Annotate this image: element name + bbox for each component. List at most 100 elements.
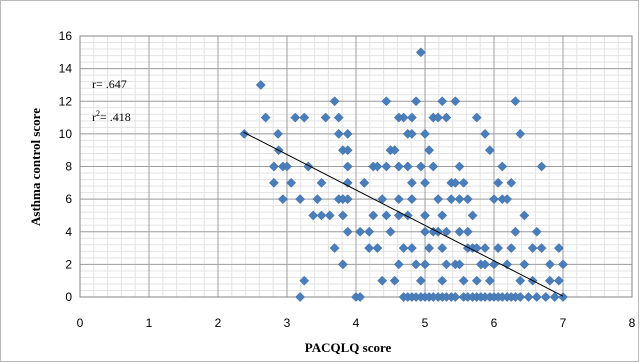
data-point	[337, 210, 348, 221]
data-point	[467, 210, 478, 221]
y-tick-label: 8	[65, 160, 72, 174]
data-point	[290, 112, 301, 123]
data-point	[286, 177, 297, 188]
data-point	[480, 128, 490, 139]
data-point	[544, 275, 555, 286]
r2-superscript: 2	[96, 109, 100, 118]
data-point	[364, 226, 375, 237]
r2-annotation: r2= .418	[92, 109, 131, 124]
data-point	[510, 96, 521, 107]
data-point	[299, 112, 310, 123]
data-point	[381, 161, 392, 172]
data-point	[377, 275, 388, 286]
data-point	[480, 259, 490, 270]
data-point	[381, 96, 392, 107]
data-point	[480, 243, 490, 254]
x-tick-label: 8	[629, 316, 636, 330]
data-point	[393, 194, 404, 205]
data-point	[484, 275, 495, 286]
data-point	[558, 259, 568, 270]
data-point	[437, 275, 448, 286]
x-tick-label: 5	[422, 316, 429, 330]
data-point	[268, 177, 279, 188]
data-point	[420, 128, 430, 139]
data-point	[493, 243, 504, 254]
data-point	[462, 194, 473, 205]
data-point	[364, 243, 375, 254]
data-point	[415, 161, 426, 172]
data-point	[420, 226, 430, 237]
data-point	[372, 243, 383, 254]
data-point	[454, 226, 465, 237]
y-tick-label: 0	[65, 290, 72, 304]
data-point	[389, 145, 400, 156]
data-point	[471, 112, 482, 123]
data-point	[333, 128, 344, 139]
y-tick-label: 2	[65, 257, 72, 271]
data-point	[273, 128, 283, 139]
y-tick-label: 14	[59, 62, 73, 76]
data-point	[471, 275, 482, 286]
r-annotation: r= .647	[92, 77, 127, 91]
data-point	[308, 210, 319, 221]
data-point	[424, 243, 435, 254]
data-point	[450, 292, 461, 302]
data-point	[282, 161, 292, 172]
data-point	[553, 275, 564, 286]
data-point	[342, 145, 353, 156]
data-point	[420, 259, 430, 270]
data-point	[544, 259, 555, 270]
data-point	[398, 243, 409, 254]
x-axis-title: PACQLQ score	[305, 340, 392, 355]
x-tick-label: 7	[560, 316, 567, 330]
y-tick-label: 12	[59, 94, 73, 108]
data-point	[342, 161, 353, 172]
data-point	[506, 243, 517, 254]
data-point	[255, 79, 266, 90]
data-point	[333, 112, 344, 123]
data-point	[433, 194, 444, 205]
data-point	[549, 292, 560, 302]
data-point	[389, 275, 400, 286]
data-point	[523, 292, 534, 302]
data-point	[553, 243, 564, 254]
data-point	[424, 145, 435, 156]
data-point	[299, 275, 310, 286]
data-point	[437, 96, 448, 107]
data-point	[531, 292, 542, 302]
data-point	[312, 194, 323, 205]
data-point	[260, 112, 271, 123]
data-point	[406, 194, 417, 205]
r2-prefix: r	[92, 110, 96, 124]
data-point	[420, 210, 430, 221]
data-point	[359, 177, 370, 188]
data-point	[377, 194, 388, 205]
data-points	[239, 47, 568, 302]
data-point	[402, 161, 413, 172]
y-tick-labels: 0 2 4 6 8 10 12 14 16	[59, 29, 73, 304]
data-point	[515, 292, 526, 302]
data-point	[454, 259, 465, 270]
data-point	[458, 177, 469, 188]
data-point	[415, 275, 426, 286]
data-point	[368, 210, 379, 221]
data-point	[454, 194, 465, 205]
data-point	[324, 210, 335, 221]
data-point	[437, 243, 448, 254]
data-point	[536, 161, 547, 172]
data-point	[536, 243, 547, 254]
x-tick-label: 4	[353, 316, 360, 330]
data-point	[428, 161, 439, 172]
data-point	[450, 96, 461, 107]
data-point	[515, 275, 526, 286]
data-point	[446, 194, 457, 205]
data-point	[519, 210, 530, 221]
data-point	[519, 259, 530, 270]
data-point	[484, 145, 495, 156]
y-tick-label: 10	[59, 127, 73, 141]
data-point	[381, 210, 392, 221]
x-tick-labels: 0 1 2 3 4 5 6 7 8	[77, 316, 636, 330]
data-point	[268, 161, 279, 172]
data-point	[450, 177, 461, 188]
